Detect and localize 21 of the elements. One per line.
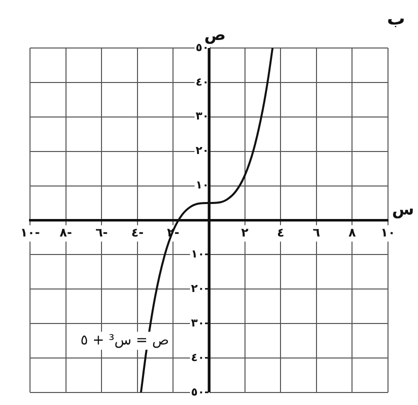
- x-tick-label: ٤: [276, 226, 284, 240]
- y-tick-label: ٢٠-: [190, 282, 209, 295]
- y-tick-label: ٤٠: [196, 75, 209, 88]
- x-tick-label: ٦-: [95, 226, 108, 240]
- annotation: ص = س³ + ٥: [80, 332, 169, 348]
- chart-title: ب: [386, 8, 406, 30]
- y-tick-label: ٤٠-: [190, 350, 209, 364]
- x-tick-label: ٨-: [60, 226, 72, 240]
- x-tick-label: ٨: [348, 226, 357, 240]
- y-tick-label: ٣٠: [196, 110, 209, 123]
- y-tick-label: ١٠: [196, 178, 209, 192]
- y-tick-label: ٢٠: [196, 144, 209, 158]
- x-tick-label: ١٠: [380, 226, 396, 240]
- x-tick-label: ٤-: [131, 226, 144, 240]
- y-tick-label: ٥٠-: [190, 385, 209, 398]
- x-tick-label: ٢: [241, 226, 250, 240]
- x-tick-label: ١٠-: [20, 226, 40, 240]
- x-tick-label: ٦: [312, 226, 320, 240]
- y-tick-label: ٣٠-: [190, 316, 209, 330]
- y-tick-label: ١٠-: [190, 248, 209, 260]
- x-axis-title: س: [392, 199, 414, 218]
